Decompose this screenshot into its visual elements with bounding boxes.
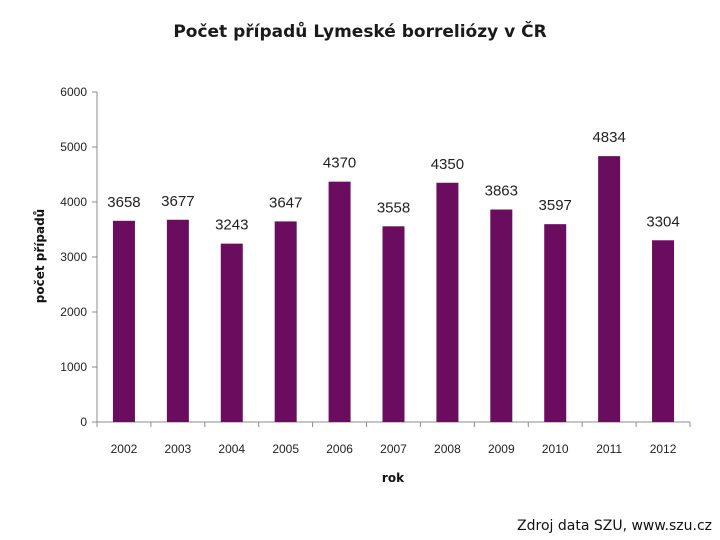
x-tick-label: 2003 [165, 442, 192, 456]
x-tick-label: 2004 [218, 442, 245, 456]
source-note: Zdroj data SZU, www.szu.cz [517, 518, 712, 534]
data-labels: 3658 3677 3243 3647 4370 3558 4350 3863 3597 4834… [107, 129, 679, 234]
bar-2005 [274, 221, 297, 422]
bar-2011 [598, 156, 621, 422]
bar-2010 [544, 224, 567, 422]
data-label-2011: 4834 [592, 129, 625, 146]
y-axis-title: počet případů [33, 209, 47, 303]
bar-2008 [436, 182, 459, 422]
x-tick-label: 2005 [272, 442, 299, 456]
bar-2003 [166, 219, 189, 422]
y-tick-label: 6000 [60, 85, 87, 99]
data-label-2002: 3658 [107, 194, 140, 211]
data-label-2008: 4350 [431, 156, 464, 173]
data-label-2009: 3863 [485, 183, 518, 200]
bars [112, 156, 675, 422]
x-tick-label: 2006 [326, 442, 353, 456]
y-axis: 0 1000 2000 3000 4000 5000 6000 [60, 85, 98, 429]
data-label-2006: 4370 [323, 155, 356, 172]
x-axis-title: rok [382, 471, 405, 485]
chart-title: Počet případů Lymeské borreliózy v ČR [173, 22, 547, 42]
data-label-2012: 3304 [646, 213, 679, 230]
bar-2009 [490, 209, 513, 422]
x-tick-label: 2007 [380, 442, 407, 456]
x-tick-label: 2011 [596, 442, 622, 456]
x-tick-label: 2002 [111, 442, 138, 456]
y-tick-label: 4000 [60, 195, 87, 209]
data-label-2005: 3647 [269, 194, 302, 211]
y-tick-label: 3000 [60, 250, 87, 264]
y-tick-label: 2000 [60, 305, 87, 319]
x-tick-label: 2012 [650, 442, 677, 456]
bar-2004 [220, 243, 243, 422]
y-tick-label: 1000 [60, 360, 87, 374]
y-tick-label: 0 [80, 415, 87, 429]
data-label-2010: 3597 [539, 197, 572, 214]
x-axis: 2002 2003 2004 2005 2006 2007 2008 2009 2010 2011… [96, 421, 691, 456]
x-tick-label: 2009 [488, 442, 515, 456]
data-label-2004: 3243 [215, 217, 248, 234]
bar-2012 [652, 240, 675, 422]
x-tick-label: 2010 [542, 442, 569, 456]
data-label-2007: 3558 [377, 199, 410, 216]
x-tick-label: 2008 [434, 442, 461, 456]
bar-2007 [382, 226, 405, 422]
bar-2006 [328, 181, 351, 422]
data-label-2003: 3677 [161, 193, 194, 210]
bar-2002 [112, 220, 135, 422]
y-tick-label: 5000 [60, 140, 87, 154]
